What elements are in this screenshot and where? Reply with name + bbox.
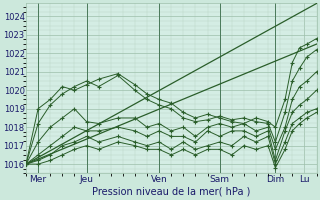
X-axis label: Pression niveau de la mer( hPa ): Pression niveau de la mer( hPa ) — [92, 187, 251, 197]
